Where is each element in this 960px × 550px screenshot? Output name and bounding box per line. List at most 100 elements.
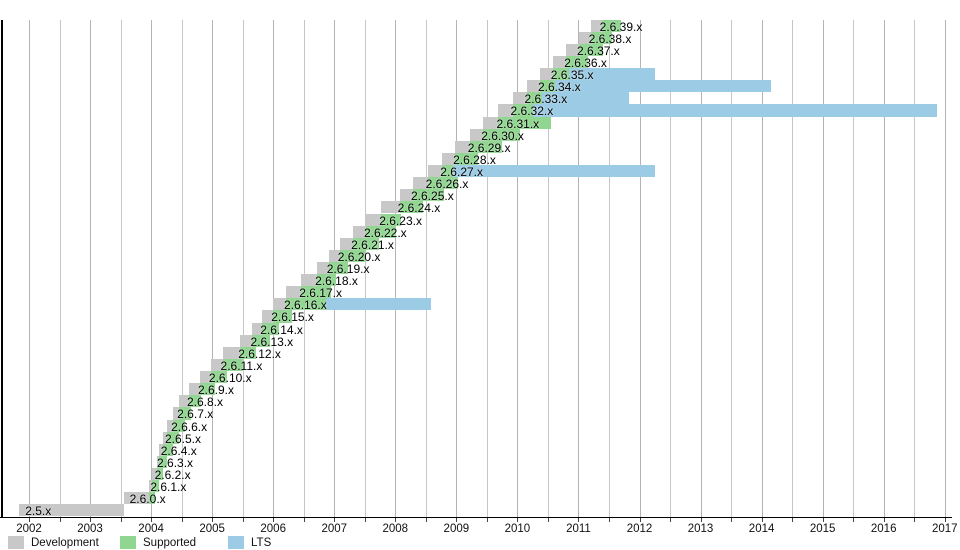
grid-line (639, 20, 641, 517)
axis-tick (120, 517, 122, 522)
bar-supported-segment (442, 165, 454, 178)
version-label: 2.6.30.x (481, 128, 524, 143)
bar-supported-segment (427, 177, 458, 190)
bar-development-segment (173, 407, 180, 420)
version-label: 2.6.15.x (271, 310, 314, 325)
version-label: 2.6.25.x (411, 189, 454, 204)
bar-development-segment (399, 189, 413, 202)
version-label: 2.6.33.x (524, 92, 568, 107)
bar-supported-segment (413, 189, 445, 202)
axis-tick (334, 517, 336, 522)
grid-line (364, 20, 366, 517)
bar-development-segment (159, 443, 163, 456)
bar-supported-segment (455, 152, 478, 165)
bar-supported-segment (552, 68, 570, 81)
bar-supported-segment (526, 92, 542, 105)
bar-development-segment (301, 274, 318, 287)
version-label: 2.6.11.x (220, 358, 263, 373)
bar-development-segment (552, 55, 567, 69)
version-label: 2.6.28.x (453, 152, 496, 167)
version-label: 2.6.6.x (171, 419, 208, 434)
grid-line (151, 20, 153, 517)
bar-supported-segment (188, 395, 202, 408)
version-label: 2.6.16.x (284, 298, 327, 313)
year-label: 2009 (443, 523, 470, 535)
bar-supported-segment (159, 455, 167, 468)
grid-line (486, 20, 488, 517)
bar-development-segment (413, 177, 428, 190)
axis-tick (364, 517, 366, 522)
bar-development-segment (152, 468, 157, 481)
bar-supported-segment (222, 358, 243, 372)
grid-line (883, 20, 885, 517)
bar-supported-segment (148, 492, 155, 505)
year-label: 2012 (626, 523, 653, 535)
grid-line (670, 20, 672, 517)
bar-development-segment (427, 165, 443, 178)
bar-development-segment (199, 371, 211, 384)
version-label: 2.6.4.x (160, 443, 197, 458)
year-label: 2017 (931, 523, 958, 535)
version-label: 2.6.1.x (150, 480, 187, 495)
bar-development-segment (590, 19, 602, 32)
bar-supported-segment (162, 443, 174, 456)
bar-supported-segment (301, 286, 332, 299)
grid-line (181, 20, 183, 517)
year-label: 2004 (138, 523, 164, 535)
legend-swatch-development (8, 536, 24, 549)
bar-development-segment (566, 43, 580, 56)
version-label: 2.6.13.x (250, 334, 294, 349)
y-axis-line (1, 20, 3, 517)
axis-tick (242, 517, 244, 522)
legend-swatch-supported (120, 536, 136, 549)
version-label: 2.6.37.x (577, 43, 620, 58)
version-label: 2.6.35.x (550, 68, 594, 83)
year-label: 2015 (809, 523, 836, 535)
bar-supported-segment (483, 128, 521, 141)
bar-supported-segment (539, 80, 556, 93)
version-label: 2.6.0.x (129, 492, 166, 507)
version-label: 2.6.7.x (177, 407, 214, 422)
bar-development-segment (240, 334, 253, 347)
bar-development-segment (210, 358, 223, 372)
grid-line (59, 20, 61, 517)
axis-tick (425, 517, 427, 522)
bar-supported-segment (353, 237, 379, 250)
version-label: 2.6.2.x (154, 468, 191, 483)
axis-tick (486, 517, 488, 522)
bar-development-segment (19, 504, 124, 517)
bar-development-segment (188, 383, 200, 396)
bar-development-segment (252, 322, 263, 335)
x-axis-line (0, 517, 952, 518)
version-label: 2.6.27.x (440, 165, 483, 180)
year-label: 2006 (260, 523, 286, 535)
axis-tick (90, 517, 92, 522)
bar-lts-segment (541, 92, 630, 105)
bar-development-segment (483, 116, 499, 129)
bar-supported-segment (317, 274, 337, 287)
legend-label-supported: Supported (143, 537, 197, 549)
version-label: 2.6.32.x (510, 104, 554, 119)
grid-line (822, 20, 824, 517)
bar-supported-segment (286, 298, 326, 311)
grid-line (792, 20, 794, 517)
bar-development-segment (156, 455, 160, 468)
axis-tick (883, 517, 885, 522)
bar-supported-segment (199, 383, 216, 396)
axis-tick (639, 517, 641, 522)
axis-tick (731, 517, 733, 522)
version-label: 2.6.21.x (351, 237, 394, 252)
bar-development-segment (179, 395, 189, 408)
version-label: 2.6.20.x (337, 249, 381, 264)
bar-supported-segment (381, 213, 401, 226)
bar-development-segment (148, 480, 153, 493)
version-label: 2.6.5.x (164, 431, 201, 446)
axis-tick (547, 517, 549, 522)
grid-line (761, 20, 763, 517)
version-label: 2.6.9.x (197, 383, 234, 398)
year-label: 2016 (870, 523, 897, 535)
year-label: 2011 (566, 523, 591, 535)
version-label: 2.6.14.x (260, 322, 303, 337)
bar-development-segment (166, 419, 174, 432)
axis-tick (151, 517, 153, 522)
